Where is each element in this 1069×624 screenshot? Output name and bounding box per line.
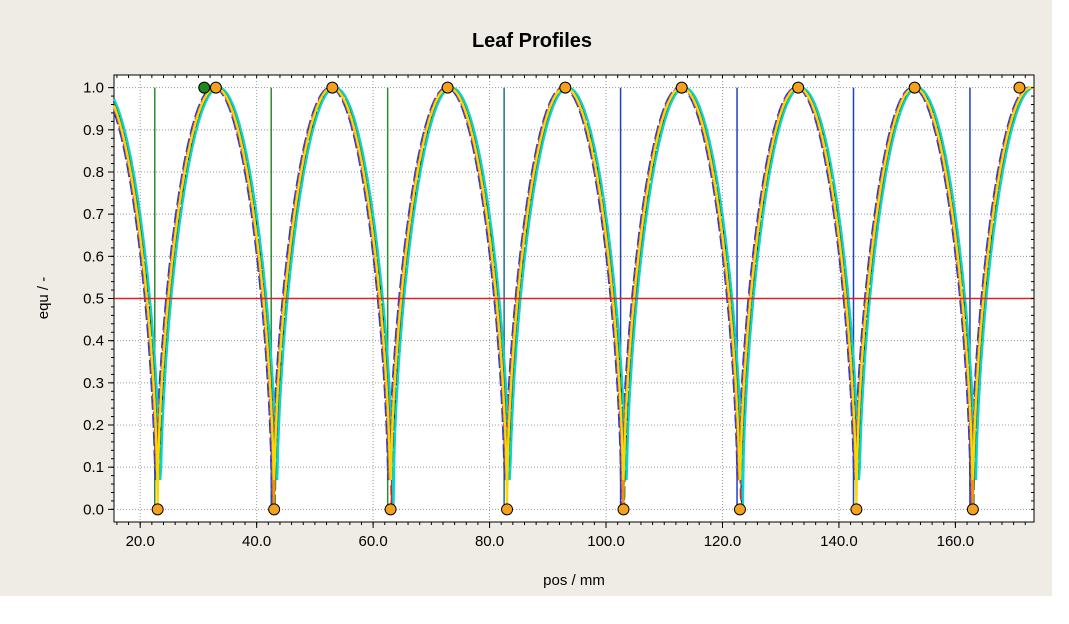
x-tick-label: 80.0 — [475, 533, 504, 550]
y-tick-label: 0.6 — [83, 248, 104, 265]
y-tick-label: 1.0 — [83, 80, 104, 97]
green-marker-point — [198, 81, 211, 94]
marker-point — [966, 503, 979, 516]
marker-group — [151, 81, 1026, 516]
marker-point — [675, 81, 688, 94]
y-tick-label: 0.5 — [83, 291, 104, 308]
y-tick-label: 0.7 — [83, 206, 104, 223]
marker-point — [501, 503, 514, 516]
marker-point — [1013, 81, 1026, 94]
marker-point — [384, 503, 397, 516]
x-axis-label: pos / mm — [543, 572, 605, 589]
y-axis-label: equ / - — [35, 277, 52, 320]
marker-point — [268, 503, 281, 516]
marker-point — [792, 81, 805, 94]
marker-point — [441, 81, 454, 94]
x-tick-label: 40.0 — [242, 533, 271, 550]
profile-series-line — [112, 86, 1034, 510]
leaf-profiles-chart: Leaf Profiles 20.0 40.0 60.0 80.0 100.0 120.0… — [35, 30, 1035, 589]
grid-lines — [114, 75, 1034, 522]
y-tick-group: 0.0 0.1 0.2 0.3 0.4 0.5 0.6 0.7 0.8 0.9 1.0 — [83, 80, 1034, 518]
marker-point — [733, 503, 746, 516]
marker-point — [617, 503, 630, 516]
chart-panel: Leaf Profiles 20.0 40.0 60.0 80.0 100.0 120.0… — [0, 0, 1052, 596]
x-tick-label: 100.0 — [587, 533, 625, 550]
x-tick-label: 60.0 — [359, 533, 388, 550]
marker-point — [151, 503, 164, 516]
marker-point — [326, 81, 339, 94]
marker-point — [209, 81, 222, 94]
y-tick-label: 0.8 — [83, 164, 104, 181]
x-tick-label: 120.0 — [704, 533, 742, 550]
profile-series-line — [113, 86, 1034, 510]
x-tick-label: 160.0 — [937, 533, 975, 550]
y-tick-label: 0.2 — [83, 417, 104, 434]
chart-title: Leaf Profiles — [472, 30, 592, 52]
y-tick-label: 0.0 — [83, 501, 104, 518]
y-tick-label: 0.9 — [83, 122, 104, 139]
y-tick-label: 0.1 — [83, 459, 104, 476]
marker-point — [908, 81, 921, 94]
y-tick-label: 0.3 — [83, 375, 104, 392]
x-tick-label: 20.0 — [126, 533, 155, 550]
marker-point — [850, 503, 863, 516]
x-tick-group: 20.0 40.0 60.0 80.0 100.0 120.0 140.0 160.0 — [116, 75, 1026, 550]
x-tick-label: 140.0 — [820, 533, 858, 550]
marker-point — [559, 81, 572, 94]
y-tick-label: 0.4 — [83, 333, 104, 350]
series-group — [112, 86, 1034, 510]
